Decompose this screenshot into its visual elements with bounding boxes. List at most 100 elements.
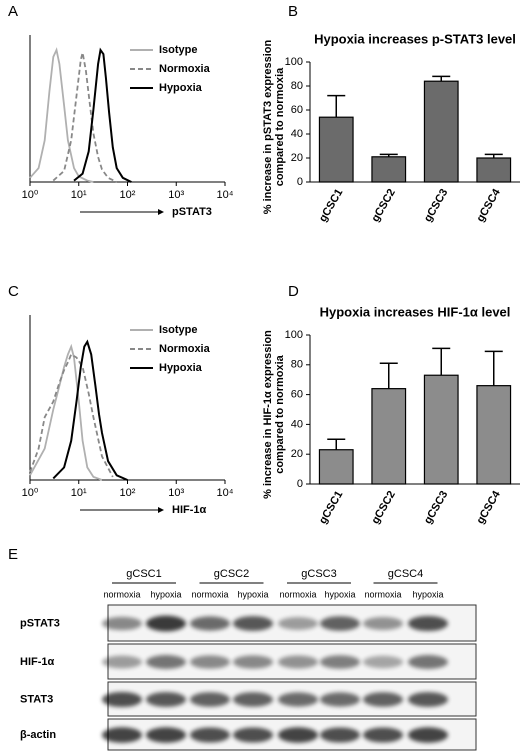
bar	[423, 80, 459, 183]
band	[190, 727, 230, 743]
x-tick-label: gCSC3	[422, 187, 450, 224]
bar	[371, 388, 407, 485]
x-tick-label: gCSC1	[317, 489, 345, 526]
band	[278, 727, 318, 743]
band	[102, 727, 142, 743]
y-tick-label: 40	[291, 128, 303, 140]
curve	[52, 339, 128, 481]
band	[102, 655, 142, 669]
band	[146, 692, 186, 707]
condition-label: normoxia	[191, 589, 228, 599]
bar	[318, 449, 354, 485]
curve	[52, 52, 118, 183]
y-axis-label: compared to normoxia	[274, 354, 286, 473]
group-label: gCSC1	[126, 568, 161, 580]
band	[278, 655, 318, 669]
condition-label: hypoxia	[324, 589, 355, 599]
condition-label: normoxia	[364, 589, 401, 599]
group-label: gCSC3	[301, 568, 336, 580]
y-tick-label: 100	[285, 329, 303, 341]
curve	[73, 47, 132, 183]
legend-label: Isotype	[159, 44, 198, 56]
bar	[423, 374, 459, 485]
bar	[371, 156, 407, 183]
x-tick-label: 10²	[120, 189, 136, 201]
legend-label: Normoxia	[159, 63, 211, 75]
x-tick-label: 10⁴	[217, 487, 234, 499]
x-tick-label: 10¹	[71, 189, 87, 201]
condition-label: normoxia	[103, 589, 140, 599]
band	[190, 655, 230, 669]
curve	[29, 343, 103, 481]
bar	[476, 157, 512, 183]
band	[146, 615, 186, 632]
band	[190, 616, 230, 631]
band	[320, 655, 360, 669]
band	[190, 692, 230, 707]
y-tick-label: 40	[291, 418, 303, 430]
arrow-head	[158, 507, 164, 513]
condition-label: hypoxia	[412, 589, 443, 599]
bar	[318, 116, 354, 183]
x-tick-label: gCSC4	[474, 488, 503, 526]
x-tick-label: 10⁰	[22, 189, 39, 201]
row-label: HIF-1α	[20, 656, 55, 668]
x-axis-label: pSTAT3	[172, 206, 212, 218]
band	[102, 691, 142, 708]
y-tick-label: 0	[297, 176, 303, 188]
band	[363, 727, 403, 743]
band	[233, 692, 273, 707]
y-axis-label: compared to normoxia	[274, 67, 286, 186]
band	[233, 655, 273, 669]
group-label: gCSC4	[388, 568, 423, 580]
band	[233, 727, 273, 743]
band	[320, 692, 360, 707]
x-tick-label: 10³	[168, 487, 184, 499]
band	[146, 655, 186, 669]
panel-label: B	[288, 3, 298, 20]
y-tick-label: 80	[291, 359, 303, 371]
y-tick-label: 100	[285, 56, 303, 68]
condition-label: hypoxia	[150, 589, 181, 599]
band	[146, 727, 186, 743]
y-axis-label: % increase in HIF-1α expression	[262, 330, 274, 499]
x-tick-label: gCSC4	[474, 186, 503, 224]
panel-label: E	[8, 546, 18, 563]
curve	[29, 353, 114, 478]
group-label: gCSC2	[214, 568, 249, 580]
band	[363, 655, 403, 669]
panel-label: D	[288, 283, 299, 300]
legend-label: Hypoxia	[159, 82, 203, 94]
x-tick-label: 10²	[120, 487, 136, 499]
band	[408, 655, 448, 669]
y-tick-label: 60	[291, 389, 303, 401]
y-tick-label: 60	[291, 104, 303, 116]
row-label: STAT3	[20, 693, 53, 705]
band	[320, 616, 360, 631]
band	[363, 692, 403, 707]
x-tick-label: 10⁰	[22, 487, 39, 499]
arrow-head	[158, 209, 164, 215]
x-tick-label: gCSC1	[317, 187, 345, 224]
panel-label: C	[8, 283, 19, 300]
condition-label: hypoxia	[237, 589, 268, 599]
legend-label: Hypoxia	[159, 362, 203, 374]
band	[278, 692, 318, 707]
legend-label: Normoxia	[159, 343, 211, 355]
curve	[29, 47, 94, 183]
band	[278, 617, 318, 630]
y-axis-label: % increase in pSTAT3 expression	[262, 40, 274, 215]
band	[408, 727, 448, 743]
y-tick-label: 20	[291, 448, 303, 460]
bar	[476, 385, 512, 485]
row-label: β-actin	[20, 729, 56, 741]
legend-label: Isotype	[159, 324, 198, 336]
x-tick-label: 10⁴	[217, 189, 234, 201]
band	[102, 616, 142, 631]
band	[233, 616, 273, 631]
panel-label: A	[8, 3, 18, 20]
condition-label: normoxia	[279, 589, 316, 599]
x-tick-label: gCSC2	[369, 489, 397, 526]
band	[320, 727, 360, 743]
